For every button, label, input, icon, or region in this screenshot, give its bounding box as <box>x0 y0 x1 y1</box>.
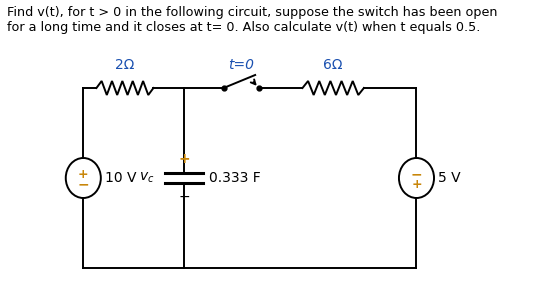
Text: +: + <box>411 178 422 191</box>
Text: for a long time and it closes at t= 0. Also calculate v(t) when t equals 0.5.: for a long time and it closes at t= 0. A… <box>7 21 481 34</box>
Text: $v_c$: $v_c$ <box>139 171 154 185</box>
Text: 10 V: 10 V <box>105 171 137 185</box>
Text: 0.333 F: 0.333 F <box>208 171 260 185</box>
Text: −: − <box>77 177 89 191</box>
Text: 2Ω: 2Ω <box>115 58 134 72</box>
Text: Find v(t), for t > 0 in the following circuit, suppose the switch has been open: Find v(t), for t > 0 in the following ci… <box>7 6 498 19</box>
Text: −: − <box>411 167 422 181</box>
Text: t=0: t=0 <box>228 58 254 72</box>
Text: +: + <box>178 152 190 166</box>
Text: −: − <box>178 190 190 204</box>
Text: +: + <box>78 167 88 181</box>
Text: 6Ω: 6Ω <box>324 58 343 72</box>
Text: 5 V: 5 V <box>439 171 461 185</box>
